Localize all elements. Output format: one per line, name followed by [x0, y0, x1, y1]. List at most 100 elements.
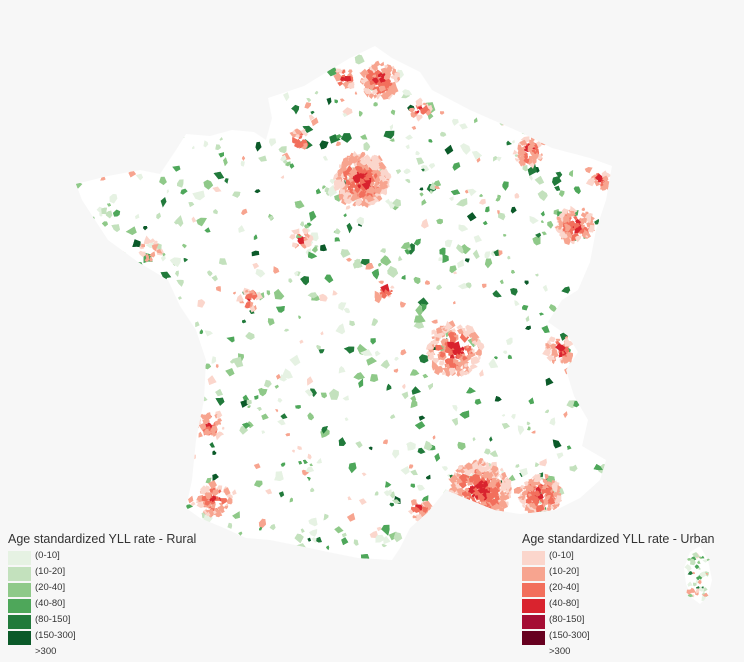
commune-patch [551, 483, 558, 493]
commune-patch [362, 159, 369, 166]
commune-patch [428, 355, 433, 360]
commune-patch [265, 488, 273, 495]
commune-patch [357, 184, 361, 189]
commune-patch [185, 504, 193, 509]
legend-urban-item: (20-40] [522, 582, 714, 598]
commune-patch [242, 319, 247, 324]
commune-patch [525, 325, 531, 330]
commune-patch [110, 120, 116, 126]
commune-patch [563, 411, 568, 419]
commune-patch [587, 435, 591, 439]
commune-patch [76, 95, 80, 100]
commune-patch [541, 231, 547, 236]
commune-patch [584, 105, 590, 110]
commune-patch [596, 395, 605, 404]
commune-patch [501, 413, 506, 417]
commune-patch [105, 246, 111, 251]
commune-patch [109, 107, 114, 114]
commune-patch [693, 582, 697, 587]
commune-patch [170, 121, 179, 128]
commune-patch [160, 439, 168, 446]
commune-patch [416, 157, 425, 165]
commune-patch [122, 301, 128, 308]
commune-patch [315, 188, 321, 195]
commune-patch [241, 208, 248, 216]
commune-patch [444, 320, 453, 330]
commune-patch [592, 419, 597, 424]
commune-patch [360, 259, 370, 266]
commune-patch [115, 470, 122, 480]
commune-patch [490, 509, 499, 518]
commune-patch [444, 144, 454, 155]
commune-patch [497, 557, 503, 560]
commune-patch [393, 559, 399, 560]
commune-patch [550, 489, 554, 493]
commune-patch [280, 413, 288, 420]
commune-patch [418, 50, 423, 56]
commune-patch [253, 463, 261, 470]
commune-patch [701, 586, 704, 589]
commune-patch [78, 339, 89, 348]
commune-patch [483, 512, 487, 517]
commune-patch [246, 399, 252, 405]
commune-patch [408, 107, 415, 114]
commune-patch [213, 209, 218, 215]
commune-patch [544, 473, 549, 480]
commune-patch [376, 93, 382, 97]
commune-patch [134, 436, 144, 444]
commune-patch [479, 369, 484, 377]
commune-patch [585, 214, 592, 224]
commune-patch [153, 161, 162, 170]
commune-patch [564, 340, 575, 347]
commune-patch [374, 186, 383, 195]
commune-patch [524, 506, 529, 511]
commune-patch [482, 220, 488, 226]
commune-patch [368, 446, 373, 451]
commune-patch [478, 513, 485, 521]
commune-patch [410, 111, 417, 118]
commune-patch [435, 553, 443, 560]
commune-patch [453, 502, 459, 507]
legend-rural-swatch [8, 551, 31, 565]
commune-patch [362, 167, 368, 174]
commune-patch [131, 478, 139, 488]
commune-patch [370, 374, 379, 382]
commune-patch [473, 510, 480, 518]
commune-patch [457, 282, 469, 290]
commune-patch [470, 502, 478, 511]
commune-patch [466, 468, 475, 473]
commune-patch [583, 61, 588, 66]
commune-patch [329, 134, 341, 144]
commune-patch [149, 256, 153, 262]
commune-patch [440, 131, 447, 137]
commune-patch [464, 370, 469, 376]
commune-patch [166, 189, 169, 194]
commune-patch [374, 60, 381, 67]
commune-patch [696, 576, 701, 580]
commune-patch [587, 435, 591, 439]
commune-patch [474, 504, 479, 508]
commune-patch [274, 471, 284, 481]
commune-patch [432, 435, 436, 440]
commune-patch [357, 155, 362, 162]
commune-patch [461, 495, 470, 504]
commune-patch [501, 423, 510, 430]
commune-patch [175, 270, 179, 277]
commune-patch [361, 472, 367, 477]
commune-patch [556, 86, 562, 93]
commune-patch [123, 158, 130, 165]
commune-patch [415, 304, 423, 317]
legend-rural-swatch [8, 583, 31, 597]
commune-patch [217, 418, 223, 423]
commune-patch [365, 263, 374, 270]
commune-patch [485, 510, 495, 518]
commune-patch [504, 479, 511, 484]
commune-patch [203, 140, 209, 148]
commune-patch [439, 351, 446, 358]
commune-patch [404, 249, 410, 255]
commune-patch [76, 139, 77, 143]
commune-patch [533, 474, 542, 483]
legend-urban-item: >300 [522, 646, 714, 662]
commune-patch [76, 164, 81, 175]
commune-patch [135, 140, 142, 147]
